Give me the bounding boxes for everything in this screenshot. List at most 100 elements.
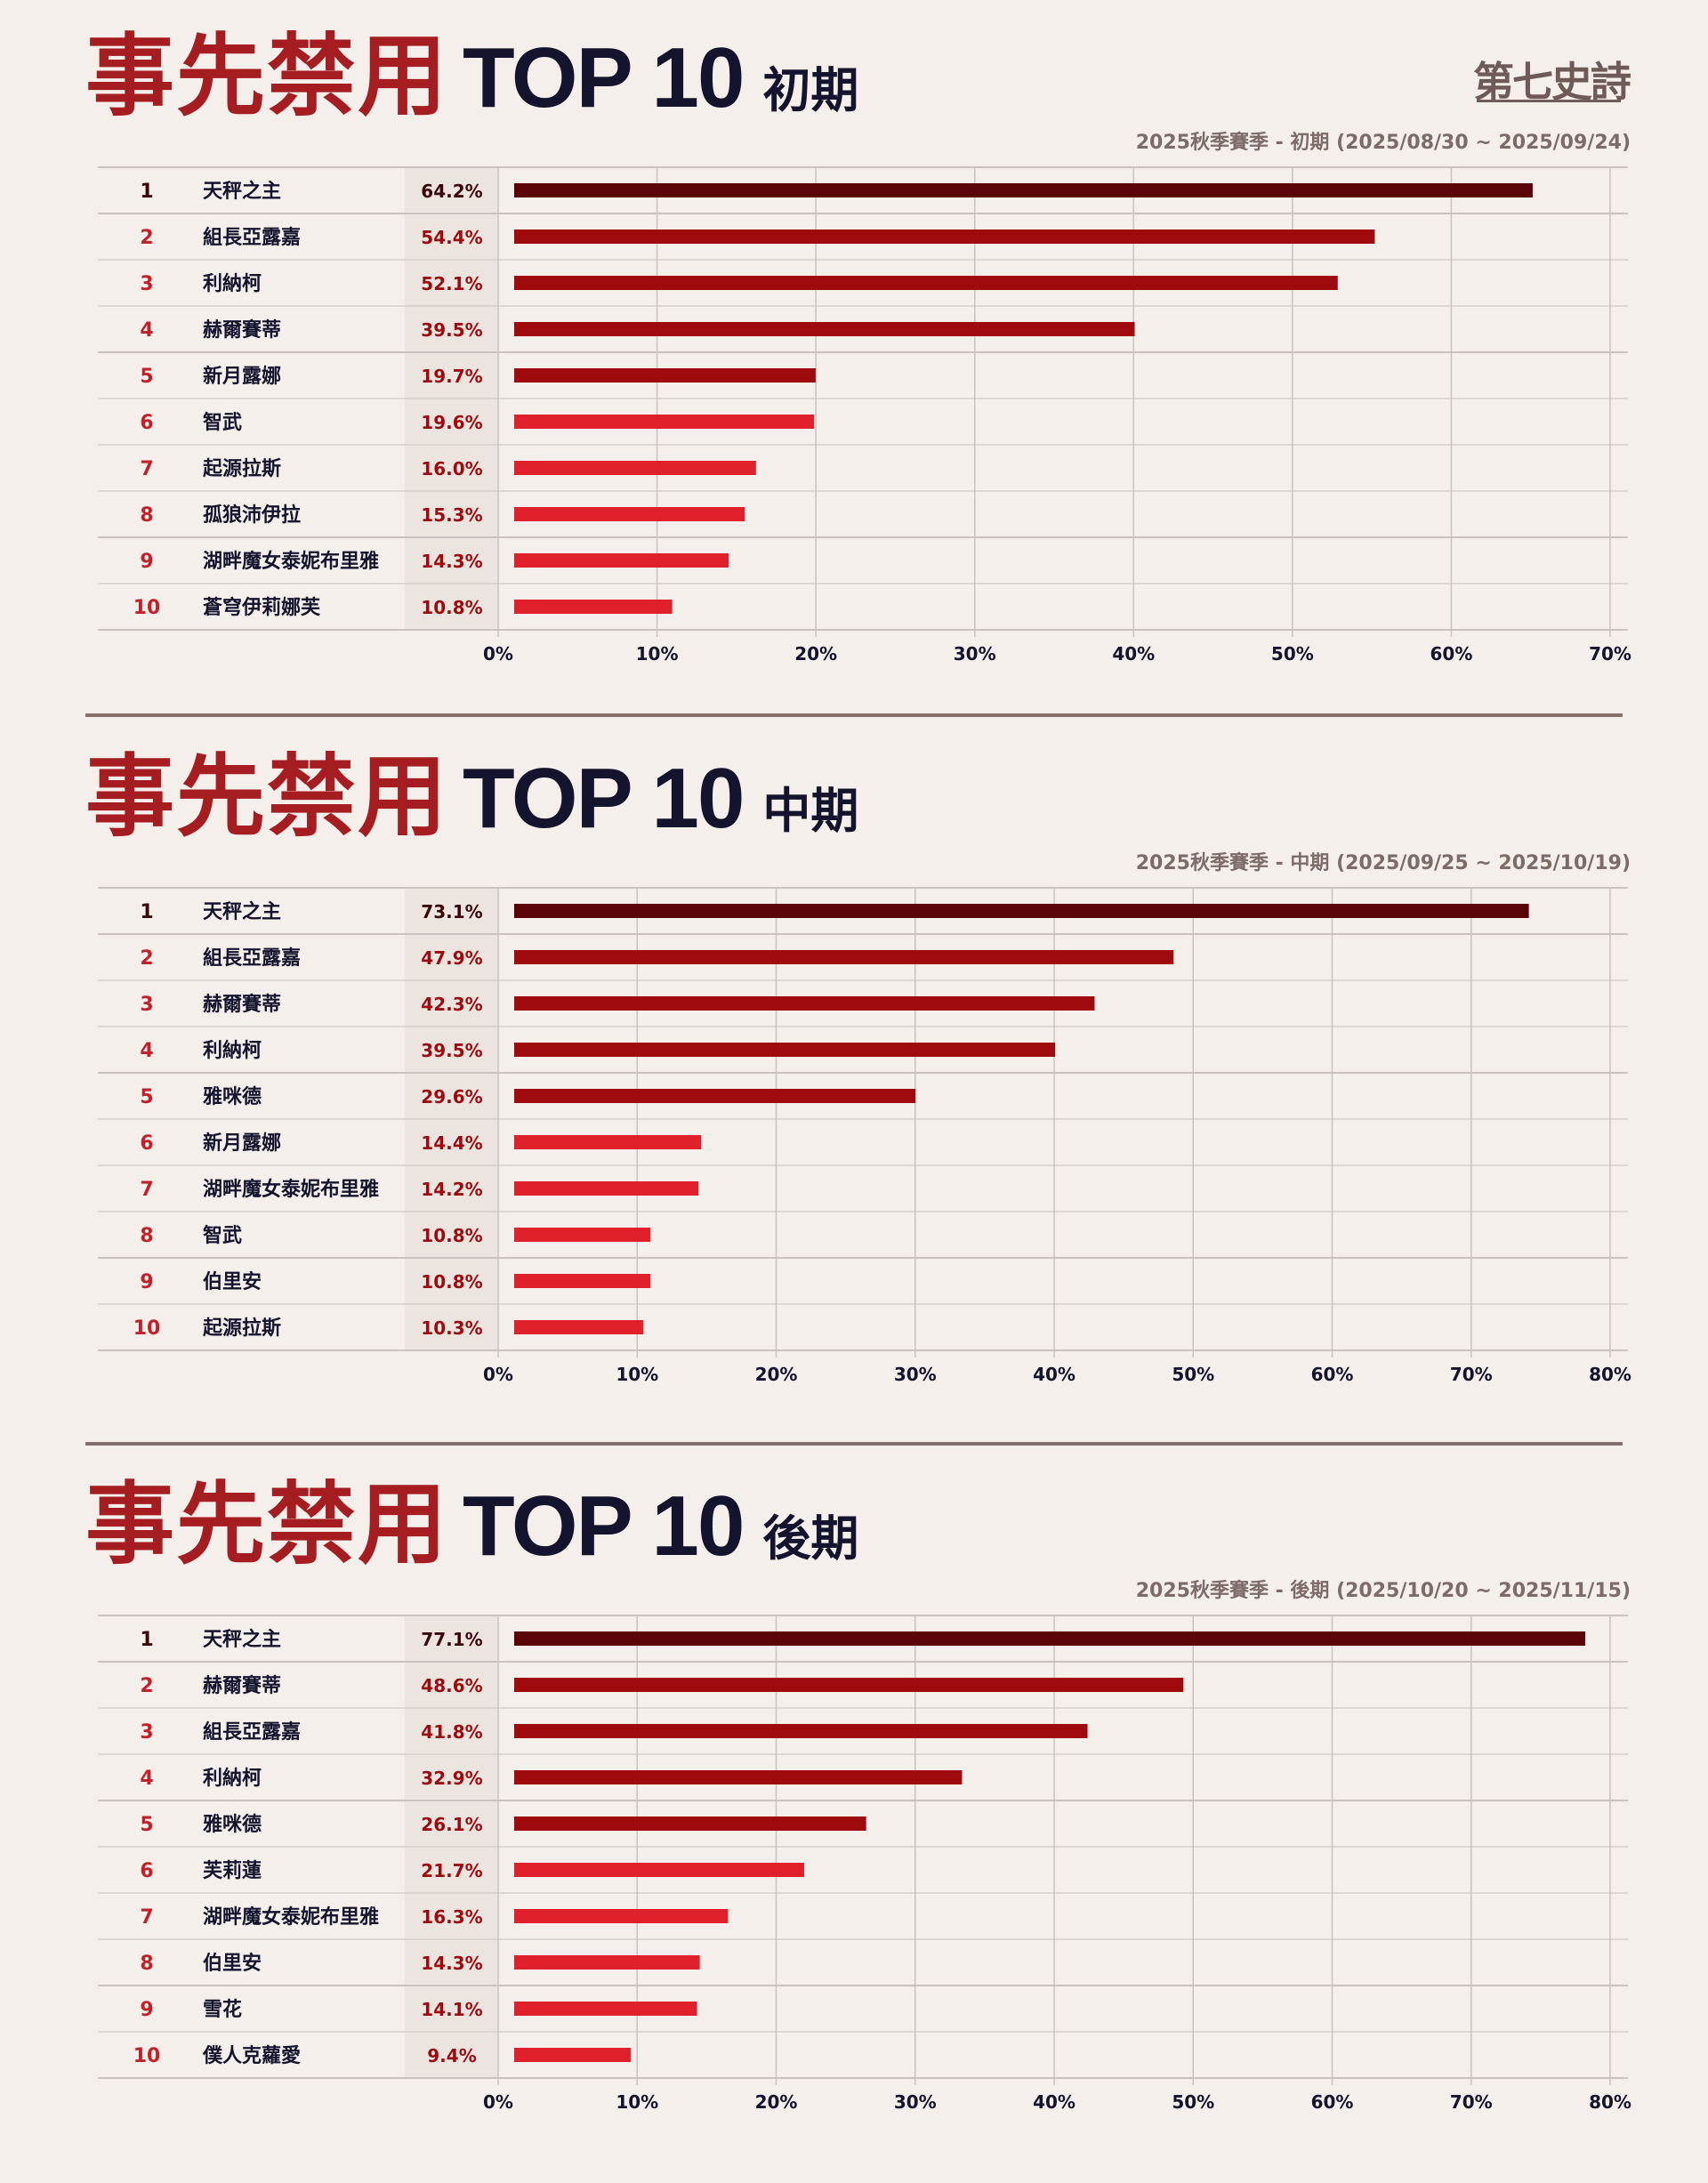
x-tick-label: 70% [1450, 1364, 1493, 1385]
bar [514, 1678, 1184, 1692]
bar [514, 1228, 651, 1242]
value-label: 32.9% [421, 1768, 482, 1789]
rank-label: 6 [140, 1860, 153, 1882]
bar [514, 368, 816, 383]
x-tick-label: 10% [616, 1364, 658, 1385]
hero-name-label: 利納柯 [203, 1767, 262, 1790]
rank-label: 10 [133, 2045, 161, 2067]
value-label: 64.2% [421, 181, 482, 202]
season-subtitle: 2025秋季賽季 - 中期 (2025/09/25 ~ 2025/10/19) [1135, 852, 1631, 874]
season-subtitle: 2025秋季賽季 - 後期 (2025/10/20 ~ 2025/11/15) [1135, 1580, 1631, 1602]
x-tick-label: 50% [1172, 2091, 1214, 2113]
bar [514, 1181, 699, 1196]
bar [514, 276, 1338, 290]
value-label: 29.6% [421, 1086, 482, 1108]
hero-name-label: 利納柯 [203, 272, 262, 295]
title-main: 事先禁用 [85, 1472, 448, 1576]
value-label: 19.7% [421, 366, 482, 387]
value-label: 47.9% [421, 947, 482, 969]
hero-name-label: 湖畔魔女泰妮布里雅 [203, 1178, 379, 1201]
value-label: 73.1% [421, 901, 482, 922]
value-label: 10.8% [421, 1225, 482, 1246]
hero-name-label: 赫爾賽蒂 [203, 318, 281, 342]
x-tick-label: 10% [636, 643, 679, 665]
value-label: 41.8% [421, 1721, 482, 1743]
rank-label: 8 [140, 1225, 153, 1247]
rank-label: 8 [140, 504, 153, 527]
value-label: 52.1% [421, 273, 482, 294]
hero-name-label: 湖畔魔女泰妮布里雅 [203, 550, 379, 573]
x-tick-label: 0% [483, 1364, 513, 1385]
ban-chart-early: 1 天秤之主 64.2% 2 組長亞露嘉 54.4% 3 利納柯 52.1% 4 赫爾賽蒂 39.5%… [98, 166, 1631, 665]
ban-chart-mid: 1 天秤之主 73.1% 2 組長亞露嘉 47.9% 3 赫爾賽蒂 42.3% 4 利納柯 39.5%… [98, 887, 1631, 1385]
hero-name-label: 新月露娜 [203, 1132, 281, 1155]
bar [514, 1631, 1586, 1646]
hero-name-label: 組長亞露嘉 [203, 226, 301, 249]
section-divider [85, 713, 1623, 717]
rank-label: 6 [140, 1132, 153, 1155]
x-tick-label: 20% [755, 2091, 798, 2113]
bar [514, 1955, 700, 1970]
hero-name-label: 新月露娜 [203, 365, 281, 388]
hero-name-label: 天秤之主 [203, 900, 281, 923]
rank-label: 2 [140, 227, 153, 249]
rank-label: 2 [140, 947, 153, 970]
rank-label: 3 [140, 994, 153, 1016]
hero-name-label: 伯里安 [203, 1270, 262, 1293]
hero-name-label: 起源拉斯 [202, 457, 281, 480]
hero-name-label: 雪花 [203, 1998, 242, 2021]
value-label: 16.0% [421, 458, 482, 479]
bar [514, 1816, 866, 1831]
hero-name-label: 伯里安 [203, 1952, 262, 1975]
rank-label: 4 [140, 1768, 153, 1790]
bar [514, 950, 1174, 964]
value-label: 42.3% [421, 994, 482, 1015]
logo-wordmark: 第七史詩 [1473, 58, 1631, 106]
bar [514, 1089, 916, 1103]
bar [514, 1135, 702, 1149]
rank-label: 9 [140, 551, 153, 573]
value-label: 39.5% [421, 1040, 482, 1061]
bar [514, 2002, 697, 2016]
hero-name-label: 組長亞露嘉 [203, 947, 301, 970]
rank-label: 2 [140, 1675, 153, 1697]
value-label: 10.8% [421, 1271, 482, 1293]
value-label: 14.3% [421, 551, 482, 572]
rank-label: 4 [140, 1040, 153, 1062]
hero-name-label: 孤狼沛伊拉 [203, 503, 301, 527]
section-title: 事先禁用 TOP 10 中期 [85, 753, 858, 859]
title-top: TOP 10 [463, 751, 745, 846]
bar [514, 1320, 644, 1334]
value-label: 10.3% [421, 1317, 482, 1339]
rank-label: 9 [140, 1271, 153, 1293]
section-divider [85, 1442, 1623, 1446]
rank-label: 7 [140, 1179, 153, 1201]
x-tick-label: 40% [1033, 1364, 1076, 1385]
bar [514, 1863, 804, 1877]
bar [514, 183, 1533, 197]
hero-name-label: 雅咪德 [203, 1085, 262, 1108]
value-label: 15.3% [421, 504, 482, 526]
hero-name-label: 湖畔魔女泰妮布里雅 [203, 1905, 379, 1929]
bar [514, 415, 815, 429]
hero-name-label: 僕人克蘿愛 [202, 2044, 301, 2067]
bar [514, 1043, 1056, 1057]
logo-underline [1477, 100, 1621, 102]
bar [514, 553, 729, 568]
rank-label: 5 [140, 1814, 153, 1836]
title-main: 事先禁用 [85, 745, 448, 849]
hero-name-label: 芙莉蓮 [203, 1860, 262, 1882]
x-tick-label: 10% [616, 2091, 658, 2113]
section-title: 事先禁用 TOP 10 後期 [85, 1480, 858, 1587]
bar [514, 2048, 631, 2062]
value-label: 54.4% [421, 227, 482, 248]
value-label: 21.7% [421, 1860, 482, 1881]
rank-label: 9 [140, 1999, 153, 2021]
bar [514, 230, 1375, 244]
x-tick-label: 0% [483, 2091, 513, 2113]
x-tick-label: 30% [894, 1364, 937, 1385]
value-label: 14.2% [421, 1179, 482, 1200]
bar [514, 1274, 651, 1288]
value-label: 10.8% [421, 597, 482, 618]
bar [514, 1770, 963, 1784]
